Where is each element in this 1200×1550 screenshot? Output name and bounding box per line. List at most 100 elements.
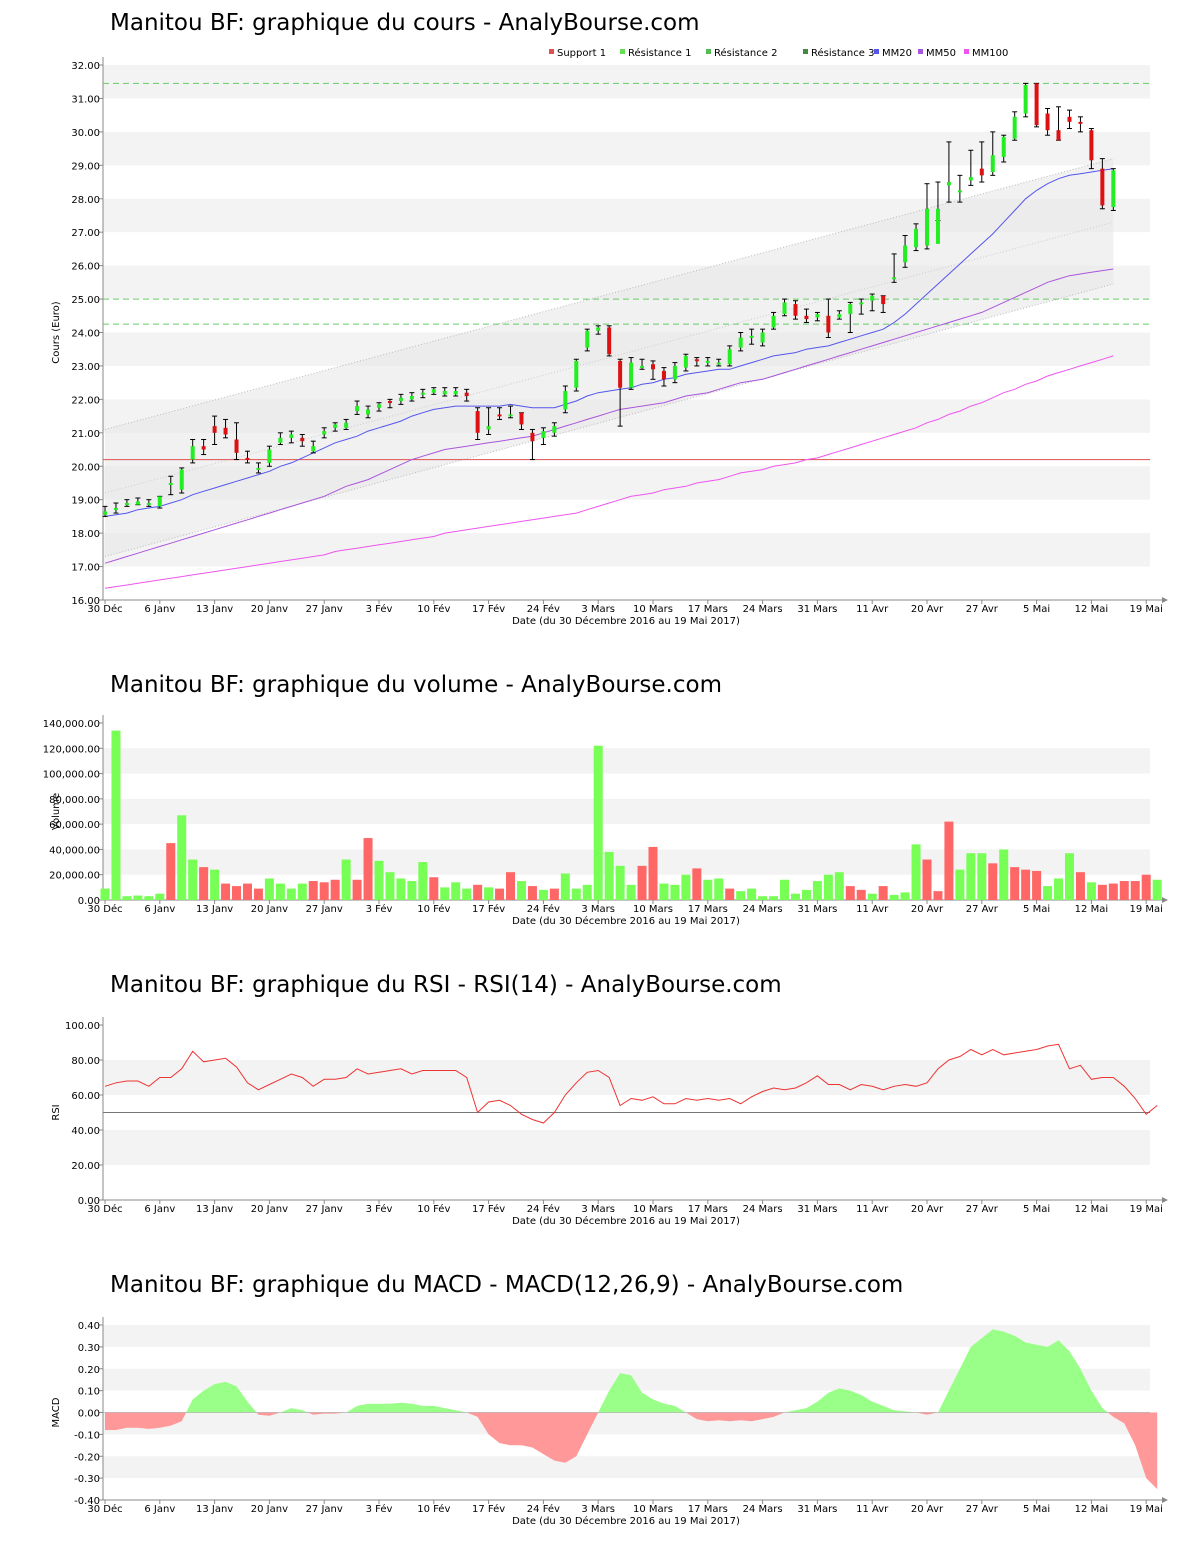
y-tick-label: -0.10 xyxy=(74,1430,100,1441)
x-tick-label: 5 Mai xyxy=(1023,904,1050,915)
x-axis-label: Date (du 30 Décembre 2016 au 19 Mai 2017… xyxy=(512,1215,740,1227)
x-tick-label: 3 Fév xyxy=(366,1203,393,1215)
candle-body xyxy=(464,392,469,397)
candle-body xyxy=(782,302,787,315)
volume-bar xyxy=(714,878,724,900)
legend-swatch xyxy=(874,49,879,54)
candle-body xyxy=(453,391,458,395)
grid-band xyxy=(103,1130,1150,1165)
volume-bar xyxy=(911,844,921,900)
volume-bar xyxy=(100,888,110,900)
legend-label: MM50 xyxy=(926,48,956,59)
x-tick-label: 12 Mai xyxy=(1075,1504,1108,1515)
x-tick-label: 30 Déc xyxy=(87,1503,122,1515)
x-tick-label: 3 Mars xyxy=(581,1204,615,1215)
y-axis-label: Cours (Euro) xyxy=(51,301,62,364)
y-axis-label: RSI xyxy=(51,1104,62,1120)
volume-bar xyxy=(133,895,143,900)
x-tick-label: 5 Mai xyxy=(1023,1204,1050,1215)
volume-bar xyxy=(527,886,537,900)
y-tick-label: 17.00 xyxy=(71,563,100,574)
y-tick-label: 60.00 xyxy=(71,1091,100,1102)
volume-bar xyxy=(385,872,395,900)
candle-body xyxy=(387,401,392,404)
candle-body xyxy=(826,315,831,333)
candle-body xyxy=(366,409,371,415)
y-tick-label: 120,000.00 xyxy=(43,744,100,755)
y-tick-label: 20,000.00 xyxy=(49,871,100,882)
x-tick-label: 31 Mars xyxy=(797,904,837,915)
x-tick-label: 3 Mars xyxy=(581,904,615,915)
grid-band xyxy=(103,1456,1150,1479)
x-tick-label: 17 Fév xyxy=(472,1503,505,1515)
candle-body xyxy=(1001,136,1006,157)
y-tick-label: 27.00 xyxy=(71,228,100,239)
x-tick-label: 3 Fév xyxy=(366,903,393,915)
candle-body xyxy=(431,389,436,393)
macd-area-positive xyxy=(280,1408,308,1413)
y-tick-label: 16.00 xyxy=(71,596,100,607)
candle-body xyxy=(683,355,688,368)
candle-body xyxy=(1100,168,1105,206)
x-tick-label: 24 Mars xyxy=(743,904,783,915)
x-tick-label: 27 Janv xyxy=(306,904,343,915)
x-tick-label: 11 Avr xyxy=(856,904,889,915)
y-tick-label: 18.00 xyxy=(71,529,100,540)
x-tick-label: 24 Mars xyxy=(743,604,783,615)
x-axis-label: Date (du 30 Décembre 2016 au 19 Mai 2017… xyxy=(512,1515,740,1527)
volume-bar xyxy=(747,888,757,900)
candle-body xyxy=(585,330,590,348)
y-tick-label: 23.00 xyxy=(71,362,100,373)
volume-bar xyxy=(977,853,987,900)
candle-body xyxy=(957,190,962,193)
rsi-chart-title: Manitou BF: graphique du RSI - RSI(14) -… xyxy=(110,972,782,998)
x-tick-label: 30 Déc xyxy=(87,603,122,615)
macd-area-negative xyxy=(1107,1412,1158,1490)
y-tick-label: 40,000.00 xyxy=(49,845,100,856)
volume-bar xyxy=(352,879,362,900)
x-tick-label: 3 Mars xyxy=(581,1504,615,1515)
candle-body xyxy=(223,427,228,435)
legend-swatch xyxy=(803,49,808,54)
volume-bar xyxy=(988,863,998,900)
y-tick-label: 60,000.00 xyxy=(49,820,100,831)
x-tick-label: 20 Janv xyxy=(251,1204,288,1215)
x-tick-label: 17 Mars xyxy=(688,904,728,915)
candle-body xyxy=(903,245,908,263)
candle-body xyxy=(848,304,853,315)
volume-bar xyxy=(1141,874,1151,900)
macd-area-negative xyxy=(307,1412,347,1415)
candle-body xyxy=(135,501,140,505)
volume-bar xyxy=(484,887,494,900)
volume-bar xyxy=(1075,872,1085,900)
price-chart-title: Manitou BF: graphique du cours - AnalyBo… xyxy=(110,10,700,36)
x-axis-arrow xyxy=(1162,1497,1168,1503)
x-tick-label: 19 Mai xyxy=(1129,904,1162,915)
macd-area-negative xyxy=(685,1412,785,1422)
x-axis-arrow xyxy=(1162,1197,1168,1203)
volume-bar xyxy=(429,877,439,900)
candle-body xyxy=(738,337,743,348)
x-tick-label: 11 Avr xyxy=(856,1204,889,1215)
x-axis-label: Date (du 30 Décembre 2016 au 19 Mai 2017… xyxy=(512,615,740,627)
x-tick-label: 13 Janv xyxy=(196,1504,233,1515)
candle-body xyxy=(103,511,107,515)
grid-band xyxy=(103,131,1150,166)
volume-bar xyxy=(626,884,636,900)
candle-body xyxy=(760,332,765,343)
y-tick-label: 0.40 xyxy=(78,1321,100,1332)
y-tick-label: 32.00 xyxy=(71,61,100,72)
volume-bar xyxy=(462,888,472,900)
y-tick-label: 19.00 xyxy=(71,496,100,507)
volume-bar xyxy=(1130,881,1140,900)
legend-swatch xyxy=(549,49,554,54)
macd-chart-title: Manitou BF: graphique du MACD - MACD(12,… xyxy=(110,1272,904,1298)
x-tick-label: 24 Fév xyxy=(527,603,560,615)
x-tick-label: 31 Mars xyxy=(797,1204,837,1215)
y-tick-label: 30.00 xyxy=(71,128,100,139)
x-tick-label: 27 Avr xyxy=(966,1204,999,1215)
candle-body xyxy=(1056,130,1061,141)
volume-bar xyxy=(232,886,242,900)
volume-bar xyxy=(1108,883,1118,900)
volume-bar xyxy=(440,887,450,900)
